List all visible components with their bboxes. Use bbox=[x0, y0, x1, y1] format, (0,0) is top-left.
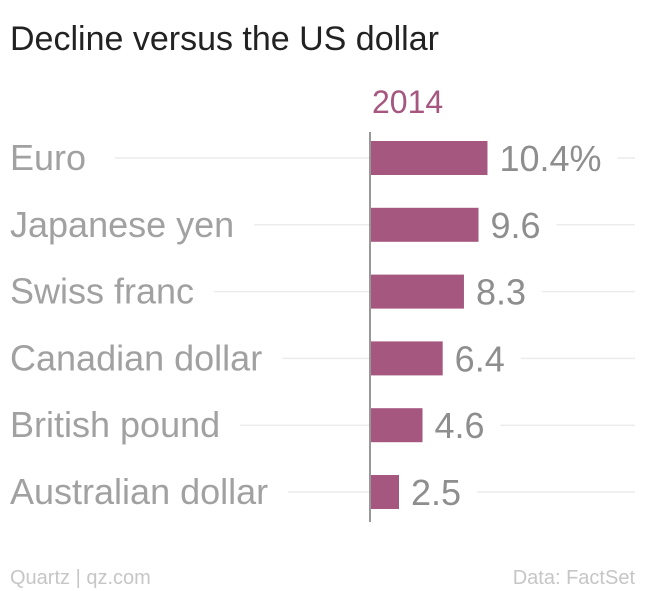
series-header: 2014 bbox=[372, 84, 443, 120]
value-label: 2.5 bbox=[411, 472, 461, 513]
chart-title: Decline versus the US dollar bbox=[10, 20, 439, 58]
bar bbox=[371, 475, 399, 509]
category-label: British pound bbox=[10, 404, 220, 445]
bar bbox=[371, 141, 488, 175]
category-label: Australian dollar bbox=[10, 471, 268, 512]
category-label: Japanese yen bbox=[10, 204, 234, 245]
rows-layer: Euro 10.4% Japanese yen 9.6 Swiss franc 8.3 Ca… bbox=[10, 137, 635, 513]
category-label: Swiss franc bbox=[10, 271, 194, 312]
bar bbox=[371, 207, 479, 242]
bar bbox=[371, 341, 443, 376]
category-label: Canadian dollar bbox=[10, 337, 262, 378]
bar-row: British pound 4.6 bbox=[10, 404, 635, 446]
bar bbox=[371, 274, 464, 309]
bar-row: Australian dollar 2.5 bbox=[10, 471, 635, 513]
category-label: Euro bbox=[10, 137, 86, 178]
bar-row: Canadian dollar 6.4 bbox=[10, 337, 635, 379]
bar bbox=[371, 408, 423, 443]
value-label: 4.6 bbox=[435, 405, 485, 446]
value-label: 9.6 bbox=[491, 205, 541, 246]
source-text: Data: FactSet bbox=[513, 567, 636, 589]
value-label: 6.4 bbox=[455, 338, 505, 379]
credit-text: Quartz | qz.com bbox=[10, 567, 151, 589]
bar-row: Japanese yen 9.6 bbox=[10, 204, 635, 246]
value-label: 10.4% bbox=[499, 138, 601, 179]
bar-row: Euro 10.4% bbox=[10, 137, 635, 179]
value-label: 8.3 bbox=[476, 272, 526, 313]
bar-row: Swiss franc 8.3 bbox=[10, 271, 635, 313]
